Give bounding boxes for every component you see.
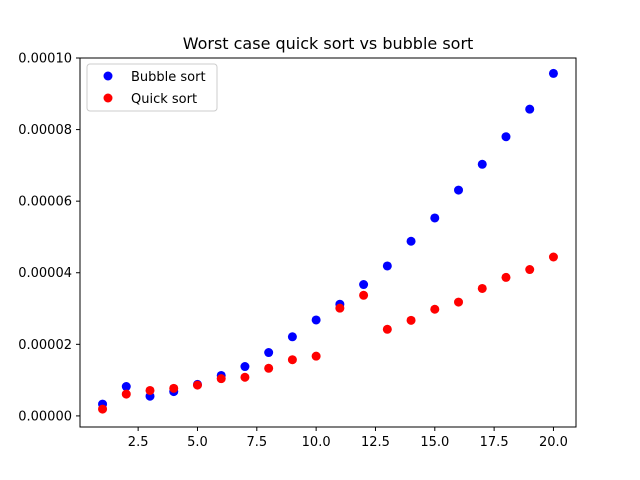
- x-tick-label: 7.5: [246, 435, 267, 450]
- data-point-quick-sort: [311, 351, 321, 361]
- data-point-bubble-sort: [264, 348, 274, 358]
- y-tick-label: 0.00000: [18, 409, 72, 424]
- data-point-quick-sort: [98, 404, 108, 414]
- x-tick-label: 17.5: [480, 435, 509, 450]
- data-point-quick-sort: [430, 304, 440, 314]
- data-point-quick-sort: [525, 265, 535, 275]
- legend-label-quick-sort: Quick sort: [131, 92, 197, 107]
- data-point-quick-sort: [501, 272, 511, 282]
- data-point-quick-sort: [240, 372, 250, 382]
- data-point-quick-sort: [548, 252, 558, 262]
- data-point-quick-sort: [477, 283, 487, 293]
- y-tick-label: 0.00010: [18, 52, 72, 67]
- series-quick-sort: [98, 252, 558, 414]
- data-point-quick-sort: [287, 355, 297, 365]
- x-axis: 2.5 5.0 7.5 10.0 12.5 15.0 17.5 20.0: [128, 427, 568, 450]
- data-point-quick-sort: [216, 374, 226, 384]
- data-point-bubble-sort: [454, 185, 464, 195]
- data-point-bubble-sort: [359, 280, 369, 290]
- data-point-quick-sort: [406, 315, 416, 325]
- data-point-quick-sort: [382, 324, 392, 334]
- legend-label-bubble-sort: Bubble sort: [131, 70, 206, 85]
- data-point-bubble-sort: [477, 159, 487, 169]
- legend-marker-bubble-sort: [103, 71, 113, 81]
- data-point-bubble-sort: [406, 236, 416, 246]
- data-point-bubble-sort: [240, 362, 250, 372]
- data-point-quick-sort: [145, 385, 155, 395]
- data-point-bubble-sort: [121, 382, 131, 392]
- y-tick-label: 0.00006: [18, 195, 72, 210]
- y-tick-label: 0.00002: [18, 338, 72, 353]
- chart-title: Worst case quick sort vs bubble sort: [183, 34, 474, 53]
- x-tick-label: 20.0: [539, 435, 568, 450]
- x-tick-label: 2.5: [128, 435, 149, 450]
- data-point-bubble-sort: [525, 104, 535, 114]
- legend-marker-quick-sort: [103, 93, 113, 103]
- legend-box: [86, 63, 218, 112]
- x-tick-label: 15.0: [420, 435, 449, 450]
- data-point-bubble-sort: [382, 261, 392, 271]
- data-point-bubble-sort: [430, 213, 440, 223]
- data-point-quick-sort: [192, 380, 202, 390]
- data-point-bubble-sort: [287, 332, 297, 342]
- data-point-bubble-sort: [311, 315, 321, 325]
- data-point-bubble-sort: [501, 132, 511, 142]
- data-point-quick-sort: [454, 297, 464, 307]
- data-point-quick-sort: [169, 383, 179, 393]
- data-point-bubble-sort: [548, 68, 558, 78]
- y-tick-label: 0.00004: [18, 266, 72, 281]
- data-point-quick-sort: [264, 363, 274, 373]
- axes-frame: [79, 57, 577, 428]
- plot-area: [98, 68, 558, 414]
- x-tick-label: 5.0: [187, 435, 208, 450]
- x-tick-label: 12.5: [361, 435, 390, 450]
- y-axis: 0.00000 0.00002 0.00004 0.00006 0.00008 0.000…: [18, 52, 80, 424]
- data-point-quick-sort: [335, 303, 345, 313]
- y-tick-label: 0.00008: [18, 123, 72, 138]
- x-tick-label: 10.0: [302, 435, 331, 450]
- legend: Bubble sort Quick sort: [86, 63, 218, 112]
- data-point-quick-sort: [121, 389, 131, 399]
- data-point-quick-sort: [359, 290, 369, 300]
